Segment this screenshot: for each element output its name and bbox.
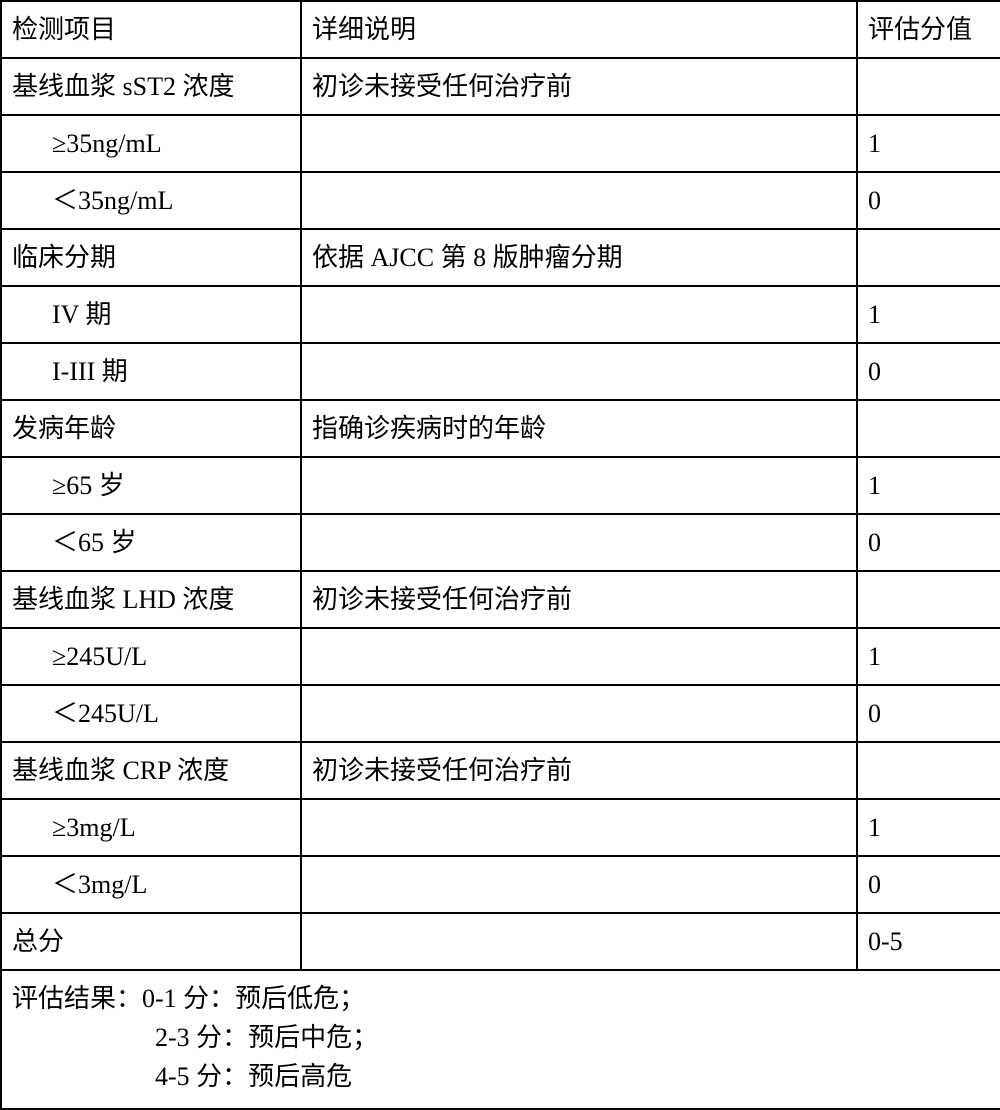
table-row: 临床分期 依据 AJCC 第 8 版肿瘤分期 [1, 229, 1000, 286]
table-row: 基线血浆 CRP 浓度 初诊未接受任何治疗前 [1, 742, 1000, 799]
cell-detail [301, 628, 857, 685]
cell-score: 0-5 [857, 913, 1000, 970]
cell-item: 基线血浆 LHD 浓度 [1, 571, 301, 628]
cell-detail [301, 115, 857, 172]
cell-score: 1 [857, 286, 1000, 343]
table-row-total: 总分 0-5 [1, 913, 1000, 970]
cell-item: ＜35ng/mL [1, 172, 301, 229]
cell-score: 0 [857, 343, 1000, 400]
cell-detail [301, 799, 857, 856]
table-row: I-III 期 0 [1, 343, 1000, 400]
cell-detail: 初诊未接受任何治疗前 [301, 58, 857, 115]
table-header-row: 检测项目 详细说明 评估分值 [1, 1, 1000, 58]
table-row: ≥35ng/mL 1 [1, 115, 1000, 172]
table-body: 检测项目 详细说明 评估分值 基线血浆 sST2 浓度 初诊未接受任何治疗前 ≥… [1, 1, 1000, 1109]
cell-detail [301, 685, 857, 742]
cell-item: ＜65 岁 [1, 514, 301, 571]
cell-score: 1 [857, 457, 1000, 514]
cell-score: 1 [857, 628, 1000, 685]
footer-line: 评估结果：0-1 分：预后低危； [12, 979, 990, 1018]
cell-score: 0 [857, 856, 1000, 913]
table-row: ≥245U/L 1 [1, 628, 1000, 685]
assessment-table-container: 检测项目 详细说明 评估分值 基线血浆 sST2 浓度 初诊未接受任何治疗前 ≥… [0, 0, 1000, 1110]
cell-score: 0 [857, 514, 1000, 571]
cell-score [857, 400, 1000, 457]
footer-line: 2-3 分：预后中危； [12, 1018, 990, 1057]
cell-detail [301, 913, 857, 970]
cell-detail [301, 343, 857, 400]
cell-detail: 指确诊疾病时的年龄 [301, 400, 857, 457]
table-row: ≥3mg/L 1 [1, 799, 1000, 856]
cell-detail [301, 856, 857, 913]
cell-item: ≥3mg/L [1, 799, 301, 856]
table-row: ＜65 岁 0 [1, 514, 1000, 571]
footer-line: 4-5 分：预后高危 [12, 1057, 990, 1096]
cell-detail [301, 514, 857, 571]
cell-score: 0 [857, 172, 1000, 229]
header-cell-score: 评估分值 [857, 1, 1000, 58]
table-row: ＜35ng/mL 0 [1, 172, 1000, 229]
table-row: 基线血浆 LHD 浓度 初诊未接受任何治疗前 [1, 571, 1000, 628]
cell-item: 临床分期 [1, 229, 301, 286]
cell-item: ≥35ng/mL [1, 115, 301, 172]
table-row: ＜3mg/L 0 [1, 856, 1000, 913]
cell-item: 基线血浆 sST2 浓度 [1, 58, 301, 115]
table-row: 基线血浆 sST2 浓度 初诊未接受任何治疗前 [1, 58, 1000, 115]
cell-score [857, 229, 1000, 286]
assessment-table: 检测项目 详细说明 评估分值 基线血浆 sST2 浓度 初诊未接受任何治疗前 ≥… [0, 0, 1000, 1110]
cell-score [857, 571, 1000, 628]
cell-item: IV 期 [1, 286, 301, 343]
table-row: 发病年龄 指确诊疾病时的年龄 [1, 400, 1000, 457]
cell-item: 发病年龄 [1, 400, 301, 457]
header-cell-detail: 详细说明 [301, 1, 857, 58]
cell-item: ≥65 岁 [1, 457, 301, 514]
cell-detail: 初诊未接受任何治疗前 [301, 742, 857, 799]
cell-detail [301, 286, 857, 343]
cell-item: 总分 [1, 913, 301, 970]
cell-item: ＜245U/L [1, 685, 301, 742]
cell-score: 1 [857, 799, 1000, 856]
cell-score: 0 [857, 685, 1000, 742]
cell-score: 1 [857, 115, 1000, 172]
table-row: ＜245U/L 0 [1, 685, 1000, 742]
cell-detail: 依据 AJCC 第 8 版肿瘤分期 [301, 229, 857, 286]
cell-item: ≥245U/L [1, 628, 301, 685]
cell-item: 基线血浆 CRP 浓度 [1, 742, 301, 799]
cell-score [857, 742, 1000, 799]
cell-item: I-III 期 [1, 343, 301, 400]
table-row: IV 期 1 [1, 286, 1000, 343]
cell-score [857, 58, 1000, 115]
cell-detail: 初诊未接受任何治疗前 [301, 571, 857, 628]
cell-detail [301, 457, 857, 514]
table-row: ≥65 岁 1 [1, 457, 1000, 514]
cell-item: ＜3mg/L [1, 856, 301, 913]
header-cell-item: 检测项目 [1, 1, 301, 58]
cell-detail [301, 172, 857, 229]
